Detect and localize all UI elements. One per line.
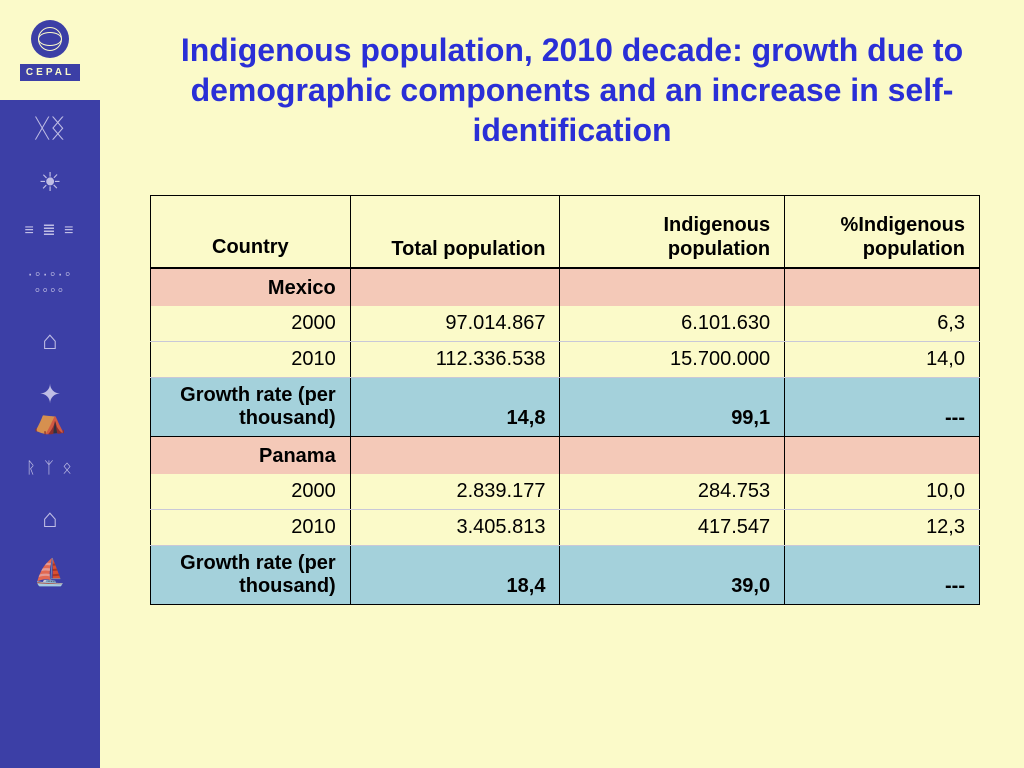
cepal-badge: CEPAL <box>20 64 80 81</box>
col-pct-indigenous: %Indigenous population <box>785 196 980 268</box>
indigenous-pop-cell: 284.753 <box>560 474 785 510</box>
year-label: 2010 <box>151 341 351 377</box>
indigenous-pop-cell: 15.700.000 <box>560 341 785 377</box>
growth-rate-row: Growth rate (per thousand) 18,4 39,0 --- <box>151 546 980 605</box>
main-content: Indigenous population, 2010 decade: grow… <box>100 0 1024 768</box>
glyph-icon: ⛵ <box>34 559 66 585</box>
pct-cell: 6,3 <box>785 306 980 342</box>
total-pop-cell: 97.014.867 <box>350 306 560 342</box>
glyph-icon: ·◦·◦·◦◦◦◦◦ <box>28 267 73 299</box>
year-label: 2000 <box>151 306 351 342</box>
total-pop-cell: 2.839.177 <box>350 474 560 510</box>
col-country: Country <box>151 196 351 268</box>
glyph-icon: ☀ <box>38 169 61 195</box>
growth-total: 18,4 <box>350 546 560 605</box>
population-table: Country Total population Indigenous popu… <box>150 195 980 605</box>
growth-pct: --- <box>785 377 980 436</box>
un-emblem-icon <box>31 20 69 58</box>
table-row: 2010 3.405.813 417.547 12,3 <box>151 510 980 546</box>
total-pop-cell: 112.336.538 <box>350 341 560 377</box>
col-indigenous-pop: Indigenous population <box>560 196 785 268</box>
glyph-icon: ≡ ≣ ≡ <box>25 223 76 239</box>
country-name: Panama <box>151 436 351 474</box>
total-pop-cell: 3.405.813 <box>350 510 560 546</box>
sidebar: CEPAL ᚷᛝ ☀ ≡ ≣ ≡ ·◦·◦·◦◦◦◦◦ ⌂ ✦⛺ ᚱ ᛉ ᛟ ⌂… <box>0 0 100 768</box>
pct-cell: 14,0 <box>785 341 980 377</box>
pct-cell: 10,0 <box>785 474 980 510</box>
glyph-icon: ᚷᛝ <box>34 115 65 141</box>
growth-label: Growth rate (per thousand) <box>151 546 351 605</box>
year-label: 2010 <box>151 510 351 546</box>
year-label: 2000 <box>151 474 351 510</box>
table-body: Mexico 2000 97.014.867 6.101.630 6,3 201… <box>151 268 980 605</box>
pct-cell: 12,3 <box>785 510 980 546</box>
glyph-icon: ⌂ <box>42 327 58 353</box>
table-row: 2000 2.839.177 284.753 10,0 <box>151 474 980 510</box>
page-title: Indigenous population, 2010 decade: grow… <box>150 30 994 150</box>
growth-total: 14,8 <box>350 377 560 436</box>
logo-area: CEPAL <box>0 0 100 100</box>
country-header-row: Mexico <box>151 268 980 306</box>
glyph-icon: ⌂ <box>42 505 58 531</box>
growth-rate-row: Growth rate (per thousand) 14,8 99,1 --- <box>151 377 980 436</box>
country-header-row: Panama <box>151 436 980 474</box>
table-header-row: Country Total population Indigenous popu… <box>151 196 980 268</box>
table-row: 2010 112.336.538 15.700.000 14,0 <box>151 341 980 377</box>
growth-label: Growth rate (per thousand) <box>151 377 351 436</box>
growth-indigenous: 99,1 <box>560 377 785 436</box>
country-name: Mexico <box>151 268 351 306</box>
indigenous-pop-cell: 6.101.630 <box>560 306 785 342</box>
glyph-icon: ᚱ ᛉ ᛟ <box>26 461 74 477</box>
decorative-strip: ᚷᛝ ☀ ≡ ≣ ≡ ·◦·◦·◦◦◦◦◦ ⌂ ✦⛺ ᚱ ᛉ ᛟ ⌂ ⛵ <box>0 100 100 768</box>
col-total-pop: Total population <box>350 196 560 268</box>
glyph-icon: ✦⛺ <box>34 381 66 433</box>
table-row: 2000 97.014.867 6.101.630 6,3 <box>151 306 980 342</box>
indigenous-pop-cell: 417.547 <box>560 510 785 546</box>
growth-indigenous: 39,0 <box>560 546 785 605</box>
growth-pct: --- <box>785 546 980 605</box>
